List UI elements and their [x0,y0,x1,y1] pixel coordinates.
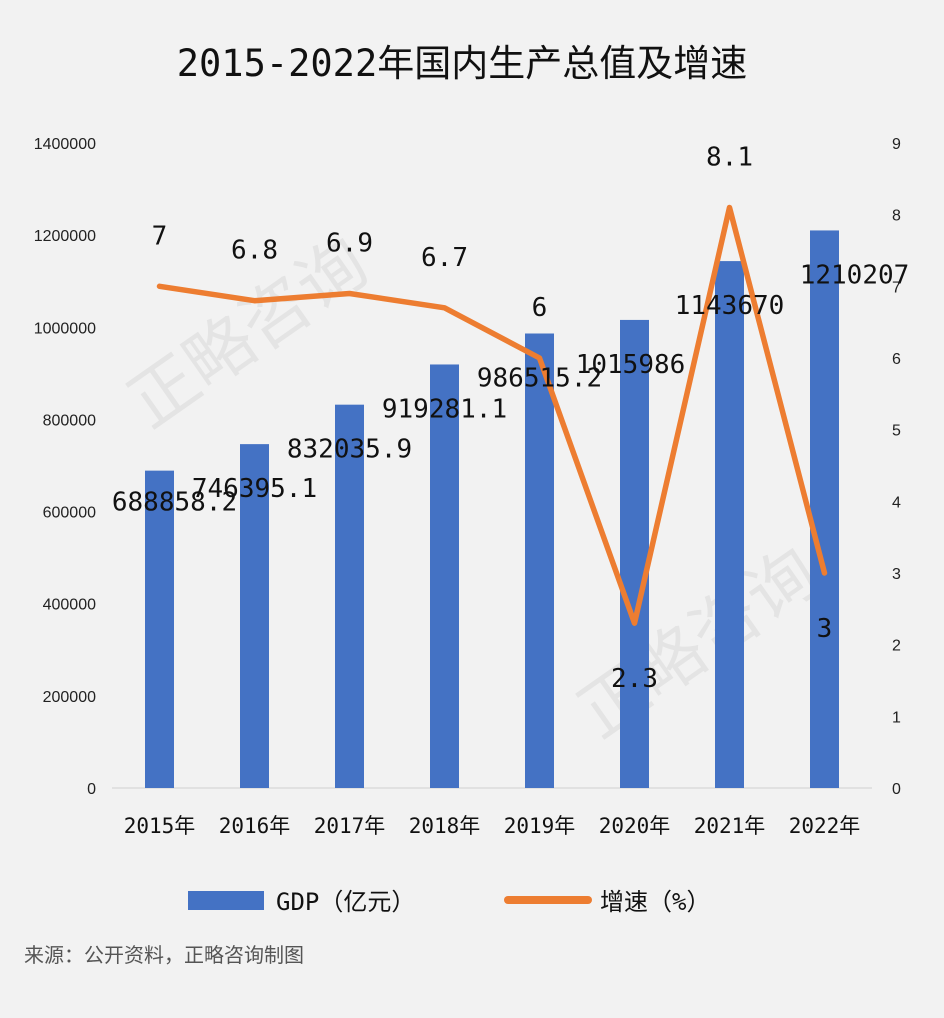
line-series [156,204,828,626]
category-label: 2020年 [599,814,671,838]
gdp-bar [335,404,364,788]
gdp-bar [620,319,649,788]
legend-label-growth: 增速（%） [600,888,710,916]
gdp-data-label: 986515.2 [477,363,602,393]
right-axis-tick-label: 5 [892,423,901,440]
left-axis-tick-label: 1400000 [34,136,96,153]
gdp-data-label: 919281.1 [382,394,507,424]
right-axis-tick-label: 3 [892,566,901,583]
right-axis-tick-label: 7 [892,279,901,296]
legend-swatch-gdp [188,891,264,910]
right-axis-tick-label: 9 [892,136,901,153]
left-axis-tick-label: 200000 [43,689,96,706]
gdp-data-label: 746395.1 [192,474,317,504]
category-label: 2021年 [694,814,766,838]
right-axis: 0 1 2 3 4 5 6 7 8 9 [892,136,901,798]
right-axis-tick-label: 6 [892,351,901,368]
left-axis-tick-label: 600000 [43,505,96,522]
growth-data-label: 3 [817,614,833,644]
chart-title: 2015-2022年国内生产总值及增速 [177,42,747,85]
growth-data-label: 7 [152,221,168,251]
right-axis-tick-label: 2 [892,638,901,655]
growth-data-label: 6 [532,293,548,323]
right-axis-tick-label: 1 [892,709,901,726]
left-axis-tick-label: 800000 [43,412,96,429]
growth-data-label: 8.1 [706,143,753,173]
left-axis: 0 200000 400000 600000 800000 1000000 1200000 1… [34,136,96,798]
gdp-bar [810,230,839,788]
growth-line [156,204,828,626]
left-axis-tick-label: 1000000 [34,320,96,337]
category-label: 2015年 [124,814,196,838]
line-data-labels: 7 6.8 6.9 6.7 6 2.3 8.1 3 [152,143,833,695]
gdp-data-label: 1143670 [675,291,785,321]
bar-series [145,230,839,789]
legend: GDP（亿元） 增速（%） [188,888,710,916]
category-label: 2017年 [314,814,386,838]
legend-label-gdp: GDP（亿元） [276,888,415,916]
gdp-bar [525,333,554,788]
gdp-data-label: 1015986 [576,350,686,380]
right-axis-tick-label: 4 [892,494,901,511]
gdp-data-label: 832035.9 [287,435,412,465]
growth-data-label: 6.9 [326,229,373,259]
growth-data-label: 2.3 [611,664,658,694]
gdp-data-label: 688858.2 [112,488,237,518]
gdp-bar [145,470,174,788]
gdp-bar [430,364,459,788]
growth-data-label: 6.8 [231,236,278,266]
category-label: 2019年 [504,814,576,838]
gdp-data-label: 1210207 [800,260,910,290]
left-axis-tick-label: 0 [87,781,96,798]
source-note: 来源：公开资料，正略咨询制图 [24,943,304,967]
right-axis-tick-label: 8 [892,208,901,225]
category-label: 2018年 [409,814,481,838]
left-axis-tick-label: 1200000 [34,228,96,245]
category-label: 2016年 [219,814,291,838]
gdp-bar [240,444,269,788]
gdp-bar [715,261,744,789]
right-axis-tick-label: 0 [892,781,901,798]
growth-data-label: 6.7 [421,243,468,273]
left-axis-tick-label: 400000 [43,597,96,614]
watermark-text: 正略咨询 [564,533,832,754]
category-axis-labels: 2015年 2016年 2017年 2018年 2019年 2020年 2021年 2022年 [124,814,861,838]
category-label: 2022年 [789,814,861,838]
